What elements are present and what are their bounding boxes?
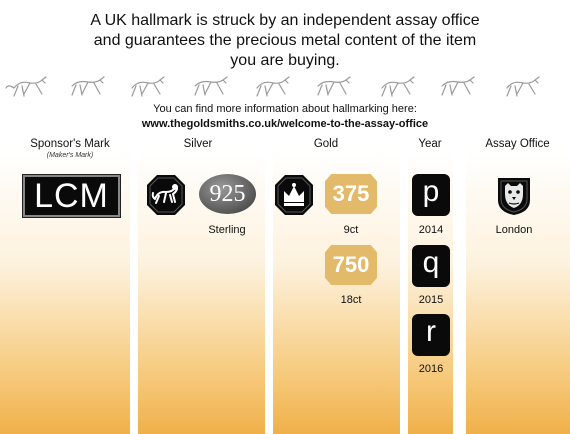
year-caption: 2016 [418, 363, 444, 375]
gold-9ct-caption: 9ct [343, 224, 359, 236]
header-sponsors-mark: Sponsor's Mark [30, 138, 110, 150]
header-assay-office: Assay Office [485, 138, 550, 150]
info-text: You can find more information about hall… [153, 103, 417, 115]
year-letter-mark: q [412, 245, 450, 287]
intro-line-2: and guarantees the precious metal conten… [93, 32, 477, 49]
intro-line-1: A UK hallmark is struck by an independen… [90, 12, 480, 29]
intro-line-3: you are buying. [230, 52, 340, 69]
header-gold: Gold [313, 138, 339, 150]
leopard-head-icon [498, 178, 530, 215]
gold-750-mark: 750 [325, 245, 377, 285]
year-caption: 2015 [418, 294, 444, 306]
silver-caption: Sterling [208, 224, 246, 236]
crown-icon [275, 175, 313, 215]
header-silver: Silver [183, 138, 213, 150]
year-letter-mark: r [412, 314, 450, 356]
year-letter-mark: p [412, 174, 450, 216]
header-year: Year [418, 138, 442, 150]
year-caption: 2014 [418, 224, 444, 236]
running-cats-decoration [5, 76, 540, 97]
silver-fineness-mark: 925 [199, 174, 256, 214]
info-block: You can find more information about hall… [0, 102, 570, 132]
gold-375-mark: 375 [325, 174, 377, 214]
sponsor-mark-lcm: LCM [23, 175, 120, 217]
header-makers-mark: (Maker's Mark) [46, 152, 94, 159]
gold-18ct-caption: 18ct [340, 294, 362, 306]
office-caption: London [495, 224, 533, 236]
info-url-link[interactable]: www.thegoldsmiths.co.uk/welcome-to-the-a… [141, 118, 429, 130]
intro-text: A UK hallmark is struck by an independen… [0, 11, 570, 71]
lion-passant-icon [147, 175, 185, 215]
